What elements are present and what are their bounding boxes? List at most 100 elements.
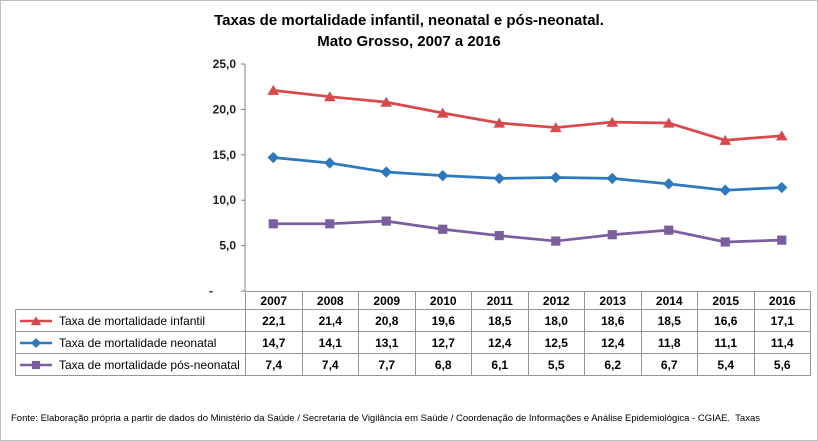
series-row: Taxa de mortalidade infantil 22,1 21,4 20,8… bbox=[15, 309, 811, 332]
series-0-marker bbox=[323, 91, 336, 102]
series-0-marker bbox=[775, 130, 788, 141]
series-1-marker bbox=[324, 157, 336, 169]
series-line-2 bbox=[271, 219, 784, 244]
y-axis-tick-label: 5,0 bbox=[219, 239, 236, 253]
y-axis-tick-label: 10,0 bbox=[213, 193, 237, 207]
value-cell: 18,5 bbox=[640, 309, 698, 332]
series-1-marker bbox=[719, 184, 731, 196]
value-cell: 5,4 bbox=[697, 353, 755, 376]
value-cell: 5,5 bbox=[527, 353, 585, 376]
value-cell: 14,7 bbox=[245, 331, 303, 354]
value-cell: 12,7 bbox=[414, 331, 472, 354]
table-corner-cell bbox=[15, 291, 246, 310]
chart-title-line2: Mato Grosso, 2007 a 2016 bbox=[317, 33, 501, 50]
series-2-marker bbox=[494, 231, 504, 241]
value-cell: 19,6 bbox=[414, 309, 472, 332]
value-cell: 21,4 bbox=[301, 309, 359, 332]
series-0-marker bbox=[719, 134, 732, 145]
value-cell: 22,1 bbox=[245, 309, 303, 332]
footer-line: Fonte: Elaboração própria a partir de da… bbox=[11, 412, 760, 424]
series-2-marker bbox=[777, 235, 787, 245]
value-cell: 12,5 bbox=[527, 331, 585, 354]
series-0-marker bbox=[267, 84, 280, 95]
series-2-marker bbox=[381, 216, 391, 226]
value-cell: 11,1 bbox=[697, 331, 755, 354]
legend-key-square-icon bbox=[20, 360, 52, 369]
source-note: Fonte: Elaboração própria a partir de da… bbox=[11, 385, 811, 440]
chart-title-line1: Taxas de mortalidade infantil, neonatal … bbox=[214, 12, 604, 29]
value-cell: 7,4 bbox=[245, 353, 303, 376]
series-0-marker bbox=[436, 107, 449, 118]
year-cell: 2011 bbox=[471, 291, 529, 310]
value-cell: 5,6 bbox=[753, 353, 811, 376]
series-1-marker bbox=[267, 151, 279, 164]
series-line-1 bbox=[271, 156, 784, 192]
series-0-marker bbox=[662, 117, 675, 128]
value-cell: 20,8 bbox=[358, 309, 416, 332]
chart-title: Taxas de mortalidade infantil, neonatal … bbox=[1, 10, 817, 52]
value-cell: 13,1 bbox=[358, 331, 416, 354]
value-cell: 6,8 bbox=[414, 353, 472, 376]
legend-key-marker bbox=[31, 360, 41, 369]
series-2-marker bbox=[607, 230, 617, 240]
value-cell: 14,1 bbox=[301, 331, 359, 354]
year-cell: 2014 bbox=[640, 291, 698, 310]
value-cell: 12,4 bbox=[584, 331, 642, 354]
y-axis-tick-label: - bbox=[209, 284, 213, 297]
series-0-marker bbox=[380, 96, 393, 107]
series-2-marker bbox=[438, 224, 448, 234]
series-2-marker bbox=[325, 219, 335, 229]
series-1-marker bbox=[493, 172, 505, 185]
legend-label: Taxa de mortalidade infantil bbox=[59, 313, 206, 328]
year-cell: 2008 bbox=[301, 291, 359, 310]
value-cell: 11,4 bbox=[753, 331, 811, 354]
legend-label: Taxa de mortalidade neonatal bbox=[59, 335, 217, 350]
value-cell: 11,8 bbox=[640, 331, 698, 354]
series-1-marker bbox=[550, 171, 562, 184]
value-cell: 17,1 bbox=[753, 309, 811, 332]
series-0-marker bbox=[493, 117, 506, 128]
series-row: Taxa de mortalidade neonatal 14,7 14,1 13,1… bbox=[15, 331, 811, 354]
year-cell: 2016 bbox=[753, 291, 811, 310]
legend-label: Taxa de mortalidade pós-neonatal bbox=[59, 357, 240, 372]
legend-key-diamond-icon bbox=[20, 337, 52, 348]
legend-cell: Taxa de mortalidade neonatal bbox=[15, 331, 246, 354]
series-1-marker bbox=[606, 172, 618, 185]
value-cell: 6,7 bbox=[640, 353, 698, 376]
data-table: 2007 2008 2009 2010 2011 2012 2013 2014 2015 2016… bbox=[15, 291, 811, 376]
value-cell: 7,7 bbox=[358, 353, 416, 376]
value-cell: 6,1 bbox=[471, 353, 529, 376]
year-cell: 2013 bbox=[584, 291, 642, 310]
series-2-marker bbox=[551, 236, 561, 246]
value-cell: 6,2 bbox=[584, 353, 642, 376]
series-2-marker bbox=[268, 219, 278, 229]
value-cell: 18,5 bbox=[471, 309, 529, 332]
year-header-row: 2007 2008 2009 2010 2011 2012 2013 2014 2015 2016 bbox=[15, 291, 811, 310]
legend-key-marker bbox=[30, 315, 42, 325]
y-axis-tick-label: 15,0 bbox=[213, 148, 237, 162]
series-0-marker bbox=[549, 122, 562, 133]
legend-key-marker bbox=[30, 337, 42, 348]
year-cell: 2010 bbox=[414, 291, 472, 310]
y-axis-tick-label: 20,0 bbox=[213, 102, 237, 116]
value-cell: 16,6 bbox=[697, 309, 755, 332]
legend-cell: Taxa de mortalidade infantil bbox=[15, 309, 246, 332]
y-axis-tick-label: 25,0 bbox=[213, 57, 237, 71]
value-cell: 7,4 bbox=[301, 353, 359, 376]
year-cell: 2012 bbox=[527, 291, 585, 310]
legend-key-triangle-icon bbox=[20, 315, 52, 325]
year-cell: 2007 bbox=[245, 291, 303, 310]
line-chart-plot: - 5,0 10,0 15,0 20,0 25,0 bbox=[209, 57, 788, 297]
series-1-marker bbox=[776, 181, 788, 194]
series-1-marker bbox=[437, 170, 449, 182]
series-row: Taxa de mortalidade pós-neonatal 7,4 7,4 7,… bbox=[15, 353, 811, 376]
series-1-marker bbox=[663, 178, 675, 190]
value-cell: 18,0 bbox=[527, 309, 585, 332]
series-2-marker bbox=[720, 237, 730, 247]
series-0-marker bbox=[606, 116, 619, 127]
year-cell: 2009 bbox=[358, 291, 416, 310]
legend-cell: Taxa de mortalidade pós-neonatal bbox=[15, 353, 246, 376]
series-2-marker bbox=[664, 225, 674, 235]
series-line-0 bbox=[271, 88, 784, 142]
